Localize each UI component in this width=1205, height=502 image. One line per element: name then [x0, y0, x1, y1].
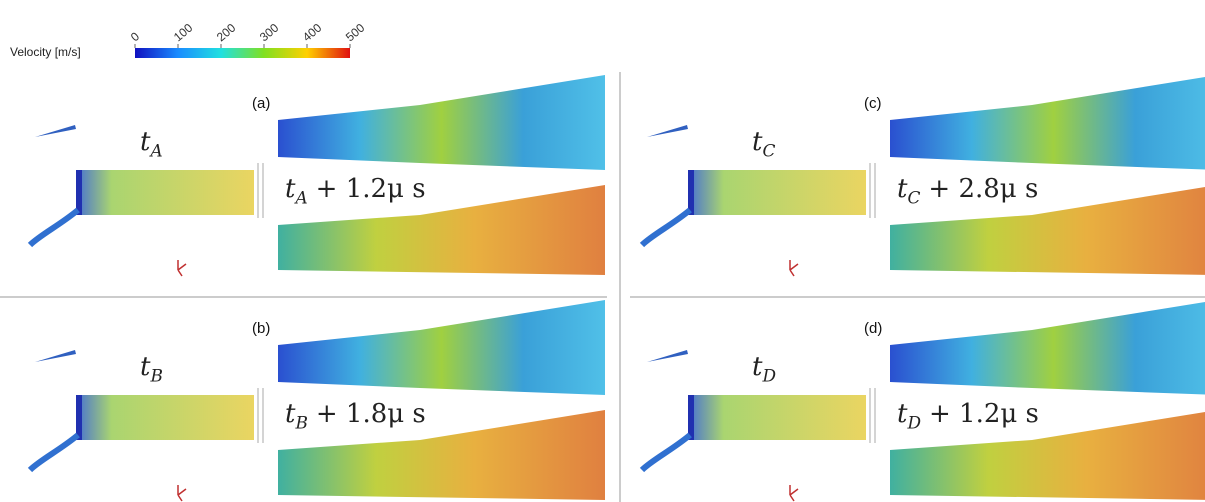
colorbar-label: Velocity [m/s] — [10, 45, 81, 59]
later-time-label: tB + 1.8μ s — [285, 399, 426, 433]
time-label: tA — [140, 127, 163, 161]
inlet-jets — [30, 435, 78, 470]
panel-label: (a) — [252, 95, 270, 112]
chamber-render — [76, 395, 254, 440]
colorbar-tick-label: 500 — [343, 20, 368, 44]
time-subscript: C — [762, 141, 775, 161]
inlet-jets — [642, 210, 690, 245]
injector-sketch — [647, 350, 688, 362]
chamber-inlet — [76, 395, 82, 440]
chamber-render — [688, 170, 866, 215]
flow-top-render — [890, 75, 1205, 170]
injector-sketch — [35, 125, 76, 137]
later-time-label: tA + 1.2μ s — [285, 174, 426, 208]
time-symbol: t — [897, 399, 908, 429]
time-symbol: t — [897, 174, 908, 204]
time-symbol: t — [140, 127, 151, 157]
time-subscript: B — [149, 366, 162, 386]
time-offset: + 1.2μ s — [929, 399, 1039, 429]
flow-top-render — [890, 300, 1205, 395]
injector-sketch — [35, 350, 76, 362]
time-symbol: t — [285, 174, 296, 204]
panel-label: (d) — [864, 320, 882, 337]
chamber-render — [688, 395, 866, 440]
time-subscript: D — [906, 413, 921, 433]
axis-triad — [790, 485, 798, 501]
time-symbol: t — [285, 399, 296, 429]
colorbar-tick-label: 100 — [171, 20, 196, 44]
time-subscript: A — [293, 188, 307, 208]
chamber-inlet — [688, 170, 694, 215]
time-subscript: C — [907, 188, 920, 208]
time-symbol: t — [752, 352, 763, 382]
time-subscript: B — [294, 413, 307, 433]
figure: Velocity [m/s] 0100200300400500(a)tAtA+ … — [0, 0, 1205, 502]
time-symbol: t — [752, 127, 763, 157]
page: {"colorbar": {"label": "Velocity [m/s]",… — [0, 0, 1205, 502]
axis-triad — [178, 260, 186, 276]
time-label: tC — [752, 127, 775, 161]
colorbar-tick-label: 400 — [300, 20, 325, 44]
chamber-render — [76, 170, 254, 215]
axis-triad — [790, 260, 798, 276]
colorbar-tick-label: 200 — [214, 20, 239, 44]
time-label: tB — [140, 352, 163, 386]
time-offset: + 1.2μ s — [316, 174, 426, 204]
colorbar-tick-label: 300 — [257, 20, 282, 44]
axis-triad — [178, 485, 186, 501]
time-subscript: D — [761, 366, 776, 386]
time-offset: + 1.8μ s — [316, 399, 426, 429]
panel-label: (b) — [252, 320, 270, 337]
colorbar — [135, 48, 350, 58]
flow-top-render — [278, 300, 605, 395]
chamber-inlet — [76, 170, 82, 215]
time-symbol: t — [140, 352, 151, 382]
inlet-jets — [30, 210, 78, 245]
panel-label: (c) — [864, 95, 882, 112]
injector-sketch — [647, 125, 688, 137]
later-time-label: tC + 2.8μ s — [897, 174, 1038, 208]
flow-top-render — [278, 75, 605, 170]
later-time-label: tD + 1.2μ s — [897, 399, 1039, 433]
time-label: tD — [752, 352, 776, 386]
time-subscript: A — [148, 141, 162, 161]
inlet-jets — [642, 435, 690, 470]
time-offset: + 2.8μ s — [928, 174, 1038, 204]
chamber-inlet — [688, 395, 694, 440]
colorbar-tick-label: 0 — [128, 29, 142, 44]
